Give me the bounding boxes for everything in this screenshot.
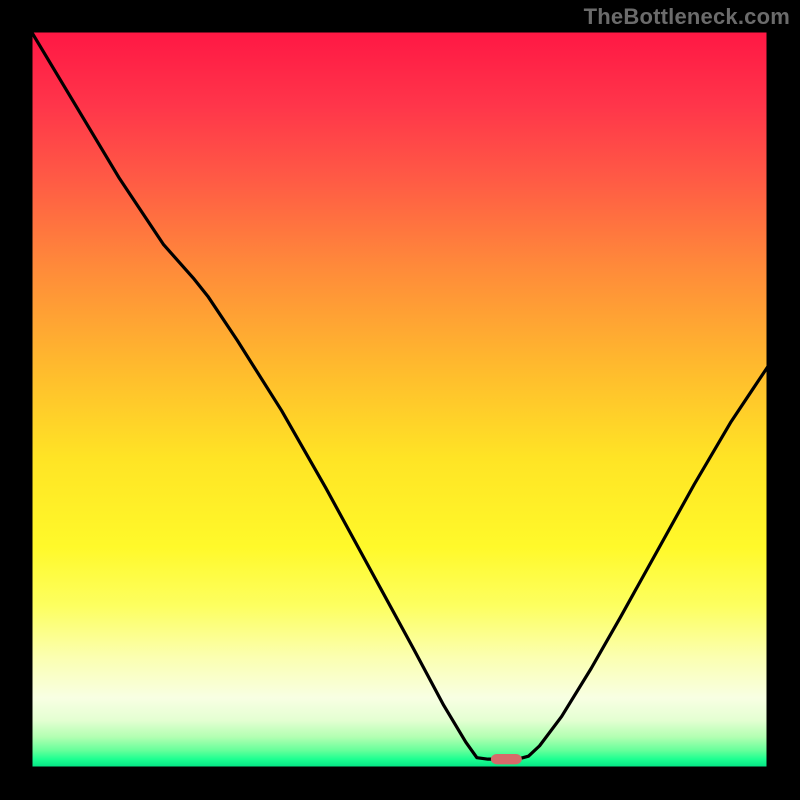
gradient-background [31,31,768,768]
optimal-marker [491,754,522,764]
chart-root: { "watermark": { "text": "TheBottleneck.… [0,0,800,800]
bottleneck-chart [0,0,800,800]
